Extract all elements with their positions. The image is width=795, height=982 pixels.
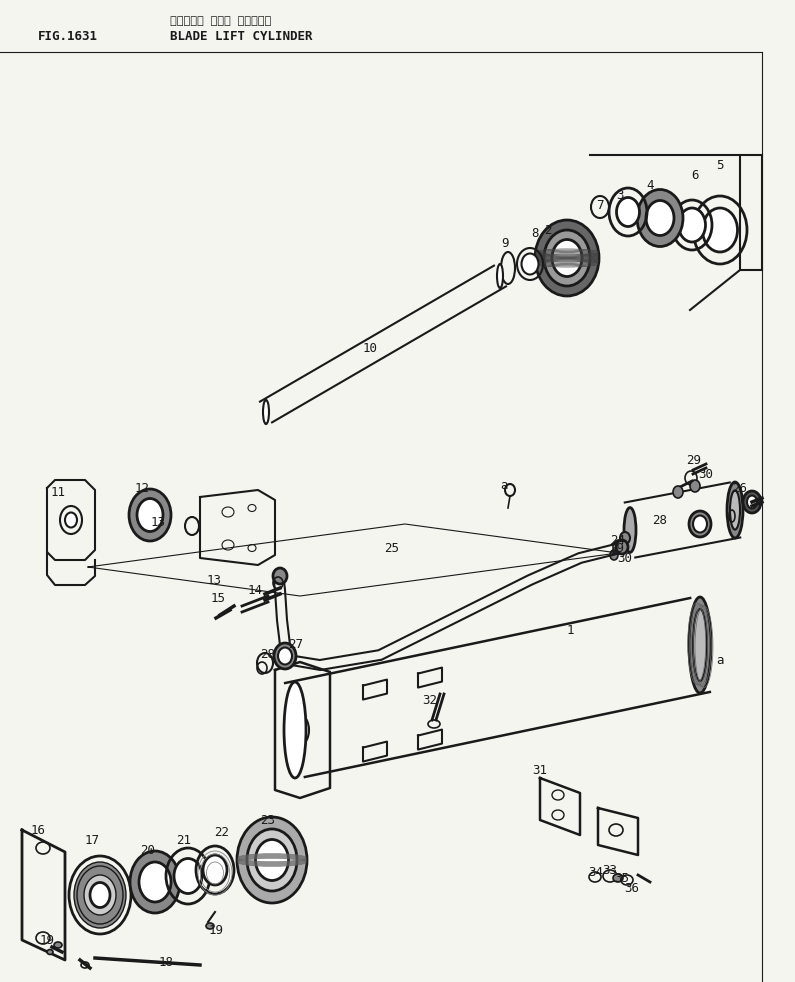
Text: FIG.1631: FIG.1631	[38, 30, 98, 43]
Ellipse shape	[54, 942, 62, 948]
Ellipse shape	[689, 597, 711, 693]
Ellipse shape	[693, 516, 707, 532]
Text: 12: 12	[134, 481, 149, 495]
Ellipse shape	[90, 883, 110, 907]
Ellipse shape	[497, 264, 503, 288]
Text: 23: 23	[261, 813, 276, 827]
Text: 8: 8	[531, 227, 539, 240]
Ellipse shape	[730, 490, 740, 529]
Text: 34: 34	[588, 865, 603, 879]
Text: 19: 19	[208, 923, 223, 937]
Ellipse shape	[284, 682, 306, 778]
Ellipse shape	[139, 862, 171, 902]
Text: 25: 25	[385, 541, 400, 555]
Text: a: a	[716, 653, 723, 667]
Ellipse shape	[130, 851, 180, 913]
Ellipse shape	[206, 923, 214, 929]
Ellipse shape	[137, 499, 163, 531]
Text: BLADE LIFT CYLINDER: BLADE LIFT CYLINDER	[170, 30, 312, 43]
Text: 24: 24	[611, 533, 626, 547]
Ellipse shape	[727, 482, 743, 538]
Ellipse shape	[613, 874, 623, 882]
Ellipse shape	[129, 489, 171, 541]
Text: 28: 28	[653, 514, 668, 526]
Ellipse shape	[646, 200, 674, 236]
Text: 27: 27	[289, 638, 304, 651]
Text: 7: 7	[596, 198, 603, 211]
Text: 36: 36	[625, 882, 639, 895]
Text: 9: 9	[502, 237, 509, 249]
Text: 31: 31	[533, 763, 548, 777]
Ellipse shape	[693, 609, 707, 681]
Ellipse shape	[552, 240, 582, 277]
Text: 33: 33	[603, 863, 618, 877]
Ellipse shape	[637, 190, 683, 246]
Text: 29: 29	[610, 541, 625, 555]
Text: 13: 13	[150, 516, 165, 528]
Ellipse shape	[80, 869, 120, 921]
Ellipse shape	[84, 875, 116, 915]
Text: 26: 26	[732, 481, 747, 495]
Ellipse shape	[616, 197, 639, 227]
Text: 28: 28	[261, 648, 276, 662]
Ellipse shape	[678, 208, 705, 242]
Text: 18: 18	[158, 955, 173, 968]
Ellipse shape	[237, 817, 307, 903]
Text: 2: 2	[545, 224, 552, 237]
Ellipse shape	[535, 220, 599, 296]
Ellipse shape	[616, 540, 628, 554]
Text: 6: 6	[691, 169, 699, 182]
Ellipse shape	[203, 855, 227, 885]
Ellipse shape	[255, 840, 289, 881]
Text: 15: 15	[211, 591, 226, 605]
Text: 3: 3	[616, 189, 624, 201]
Text: 30: 30	[618, 552, 633, 565]
Text: 22: 22	[215, 826, 230, 839]
Ellipse shape	[690, 480, 700, 492]
Ellipse shape	[620, 532, 630, 544]
Text: 10: 10	[363, 342, 378, 355]
Text: ブレード゛ リフト シリンタ゛: ブレード゛ リフト シリンタ゛	[170, 16, 271, 26]
Ellipse shape	[274, 643, 296, 669]
Ellipse shape	[747, 496, 757, 509]
Ellipse shape	[689, 511, 711, 537]
Text: 20: 20	[141, 844, 156, 856]
Ellipse shape	[610, 550, 618, 560]
Text: 19: 19	[40, 934, 55, 947]
Ellipse shape	[522, 253, 538, 275]
Text: 29: 29	[687, 454, 701, 466]
Ellipse shape	[263, 400, 269, 424]
Text: 14: 14	[247, 583, 262, 596]
Text: 13: 13	[207, 573, 222, 586]
Text: 17: 17	[84, 834, 99, 846]
Text: 11: 11	[51, 485, 65, 499]
Text: 21: 21	[176, 834, 192, 846]
Ellipse shape	[278, 647, 292, 665]
Text: 35: 35	[615, 871, 630, 885]
Ellipse shape	[47, 950, 53, 955]
Ellipse shape	[624, 508, 636, 553]
Text: 16: 16	[30, 824, 45, 837]
Text: 32: 32	[422, 693, 437, 706]
Ellipse shape	[703, 208, 738, 252]
Ellipse shape	[74, 862, 126, 928]
Ellipse shape	[673, 486, 683, 498]
Text: 1: 1	[566, 624, 574, 636]
Text: 4: 4	[646, 179, 653, 191]
Ellipse shape	[247, 829, 297, 891]
Ellipse shape	[743, 491, 761, 513]
Ellipse shape	[174, 858, 202, 894]
Ellipse shape	[65, 513, 77, 527]
Ellipse shape	[273, 568, 287, 584]
Text: a: a	[500, 478, 508, 492]
Ellipse shape	[544, 230, 590, 286]
Text: 5: 5	[716, 158, 723, 172]
Text: 30: 30	[699, 467, 713, 480]
